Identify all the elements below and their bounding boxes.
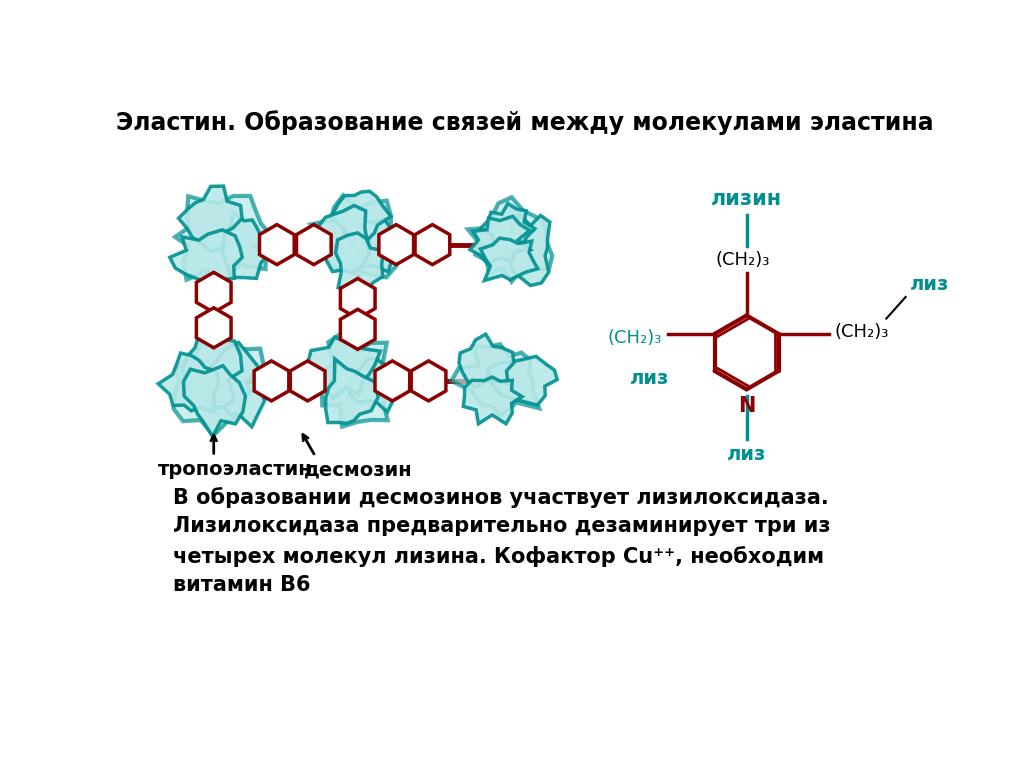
Polygon shape (178, 186, 242, 251)
Polygon shape (159, 353, 218, 412)
Text: N: N (738, 396, 756, 415)
Polygon shape (463, 377, 522, 424)
Polygon shape (175, 196, 272, 290)
Polygon shape (331, 191, 391, 255)
Polygon shape (459, 334, 514, 388)
Polygon shape (307, 337, 380, 399)
Polygon shape (207, 343, 264, 427)
Polygon shape (488, 356, 557, 405)
Text: Эластин. Образование связей между молекулами эластина: Эластин. Образование связей между молеку… (116, 110, 934, 134)
Text: В образовании десмозинов участвует лизилоксидаза.: В образовании десмозинов участвует лизил… (173, 487, 828, 508)
Polygon shape (170, 230, 243, 283)
Polygon shape (182, 331, 242, 407)
Polygon shape (221, 213, 268, 278)
Polygon shape (309, 333, 410, 427)
Polygon shape (310, 195, 409, 277)
Polygon shape (197, 273, 231, 313)
Polygon shape (339, 217, 408, 272)
Polygon shape (315, 206, 370, 273)
Polygon shape (173, 333, 264, 435)
Text: десмозин: десмозин (304, 460, 413, 479)
Text: лиз: лиз (909, 275, 949, 294)
Text: витамин В6: витамин В6 (173, 575, 310, 595)
Polygon shape (470, 217, 530, 263)
Polygon shape (326, 359, 378, 423)
Text: (CH₂)₃: (CH₂)₃ (608, 329, 663, 347)
Text: (CH₂)₃: (CH₂)₃ (834, 323, 889, 341)
Polygon shape (375, 361, 410, 401)
Polygon shape (254, 361, 289, 401)
Text: тропоэластин: тропоэластин (158, 460, 312, 479)
Polygon shape (504, 214, 550, 286)
Polygon shape (379, 224, 414, 265)
Polygon shape (415, 224, 450, 265)
Text: четырех молекул лизина. Кофактор Сu⁺⁺, необходим: четырех молекул лизина. Кофактор Сu⁺⁺, н… (173, 546, 824, 567)
Polygon shape (197, 308, 231, 348)
Text: лизин: лизин (711, 189, 782, 209)
Text: (CH₂)₃: (CH₂)₃ (716, 251, 770, 270)
Polygon shape (412, 361, 445, 401)
Polygon shape (349, 359, 402, 412)
Polygon shape (183, 366, 246, 436)
Text: лиз: лиз (727, 445, 766, 464)
Polygon shape (468, 197, 552, 282)
Text: лиз: лиз (630, 369, 669, 388)
Polygon shape (336, 233, 384, 295)
Polygon shape (480, 204, 535, 253)
Polygon shape (259, 224, 294, 265)
Polygon shape (340, 310, 375, 349)
Polygon shape (291, 361, 325, 401)
Polygon shape (297, 224, 331, 265)
Text: Лизилоксидаза предварительно дезаминирует три из: Лизилоксидаза предварительно дезаминируе… (173, 516, 830, 536)
Polygon shape (340, 279, 375, 319)
Polygon shape (480, 238, 538, 280)
Polygon shape (452, 344, 540, 415)
